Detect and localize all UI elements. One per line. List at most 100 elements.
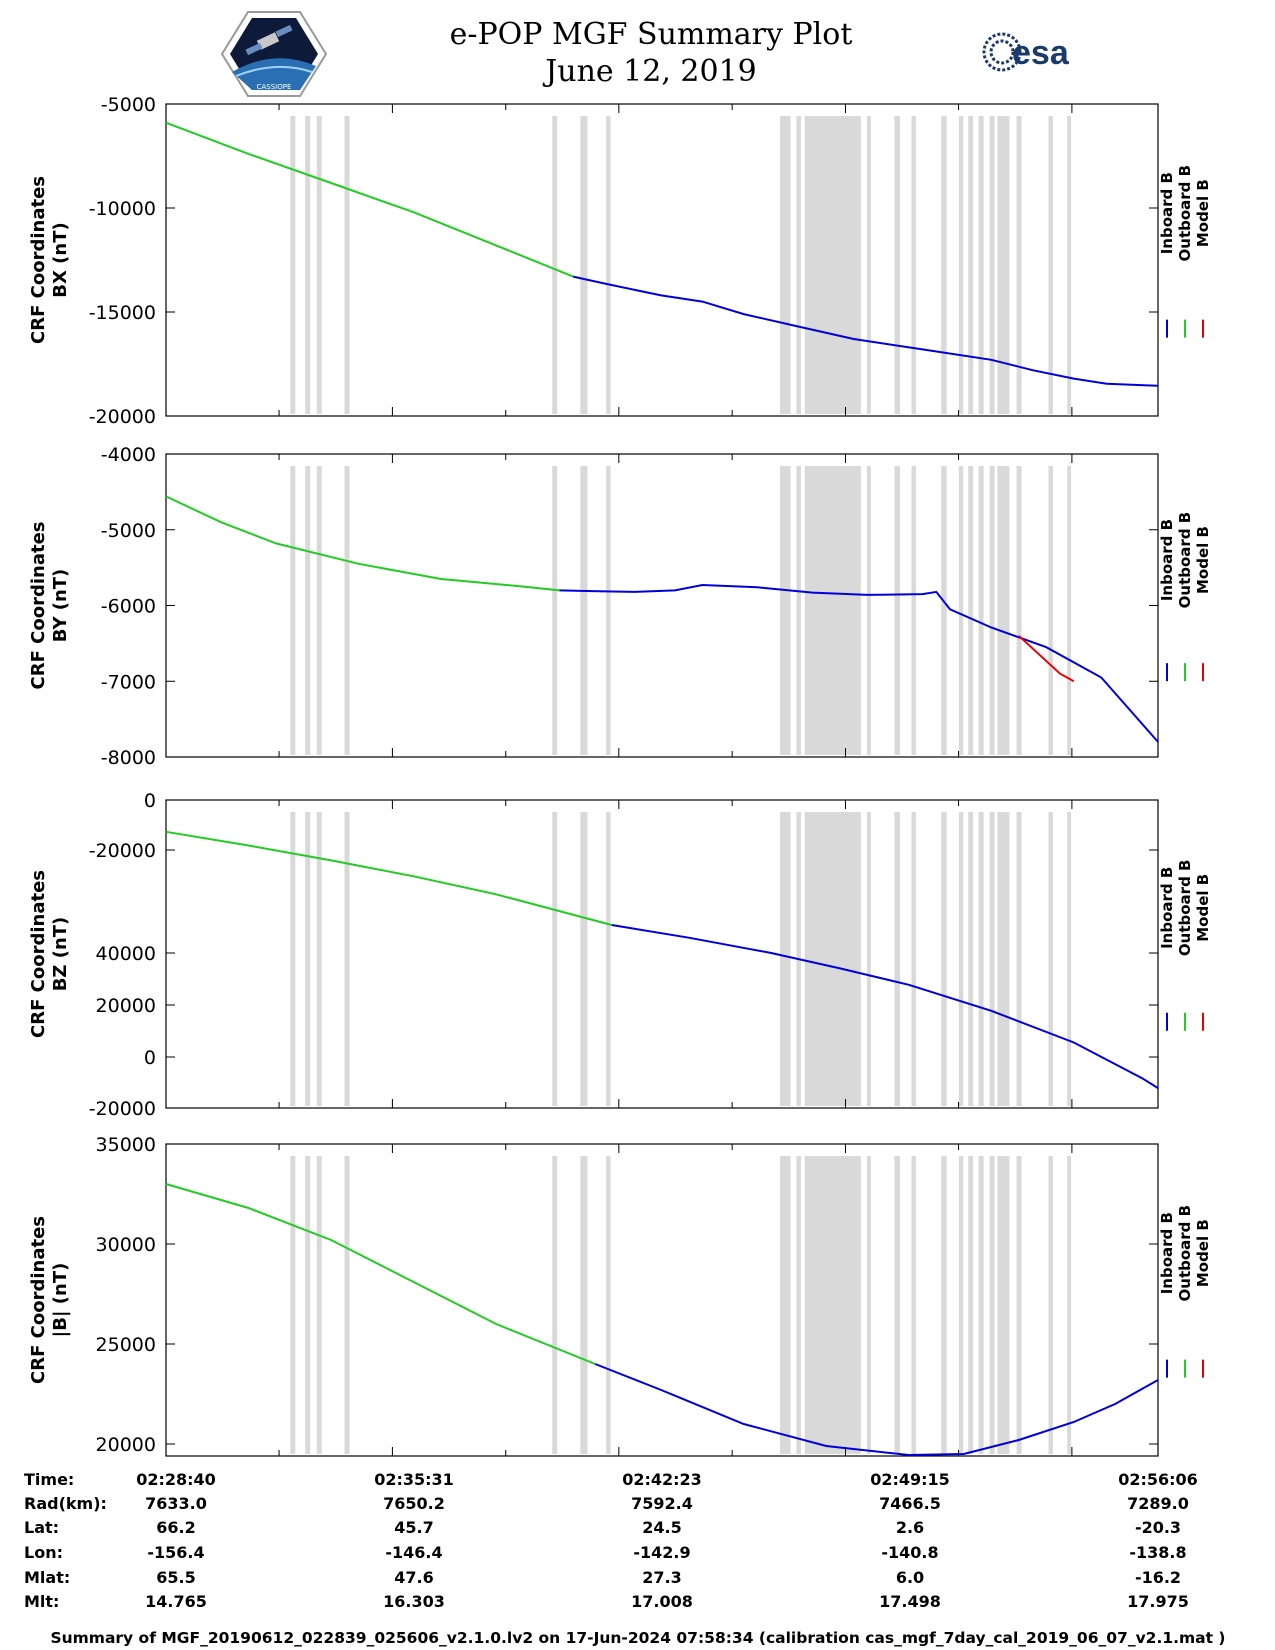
data-gap-band bbox=[290, 812, 296, 1106]
panel-1: -5000 -10000 -15000 -20000 CRF Coordinates BX… bbox=[28, 94, 1212, 428]
legend-label: Inboard B bbox=[1158, 172, 1176, 254]
table-cell: 45.7 bbox=[394, 1518, 433, 1537]
data-gap-band bbox=[997, 116, 1010, 414]
table-cell: -20.3 bbox=[1135, 1518, 1181, 1537]
y-axis-label: CRF Coordinates bbox=[28, 1216, 49, 1384]
table-cell: 02:42:23 bbox=[622, 1470, 702, 1489]
table-cell: 02:49:15 bbox=[870, 1470, 950, 1489]
y-axis-label: |B| (nT) bbox=[50, 1263, 71, 1338]
data-gap-band bbox=[344, 466, 350, 755]
data-gap-band bbox=[606, 116, 611, 414]
data-gap-band bbox=[804, 116, 861, 414]
data-gap-band bbox=[1016, 1156, 1022, 1454]
y-axis-label: BY (nT) bbox=[50, 569, 71, 643]
table-cell: -138.8 bbox=[1129, 1543, 1186, 1562]
legend-label: Outboard B bbox=[1176, 165, 1194, 262]
data-gap-band bbox=[894, 1156, 900, 1454]
esa-logo: esa bbox=[982, 32, 1070, 72]
y-tick-label: 0 bbox=[144, 1047, 156, 1069]
y-tick-label: 0 bbox=[144, 790, 156, 812]
table-cell: -140.8 bbox=[881, 1543, 938, 1562]
data-gap-band bbox=[1016, 466, 1022, 755]
data-gap-band bbox=[796, 1156, 801, 1454]
data-gap-band bbox=[997, 812, 1010, 1106]
y-axis-label: BZ (nT) bbox=[50, 917, 71, 992]
table-row-label: Mlat: bbox=[24, 1568, 70, 1587]
y-tick-label: 25000 bbox=[96, 1334, 156, 1356]
y-tick-label: 40000 bbox=[96, 943, 156, 965]
data-gap-band bbox=[968, 812, 974, 1106]
data-gap-band bbox=[344, 116, 350, 414]
data-gap-band bbox=[997, 1156, 1010, 1454]
data-gap-band bbox=[911, 812, 916, 1106]
panel-2: -4000 -5000 -6000 -7000 -8000 CRF Coordinates… bbox=[28, 444, 1212, 769]
data-gap-band bbox=[316, 116, 322, 414]
y-tick-label: 20000 bbox=[96, 1434, 156, 1456]
plot-frame bbox=[165, 103, 1159, 417]
table-cell: 17.498 bbox=[879, 1592, 941, 1611]
legend-label: Model B bbox=[1194, 874, 1212, 942]
data-gap-band bbox=[305, 812, 311, 1106]
y-axis-label: BX (nT) bbox=[50, 222, 71, 297]
y-tick-label: 20000 bbox=[96, 995, 156, 1017]
table-row-label: Mlt: bbox=[24, 1592, 59, 1611]
data-gap-band bbox=[989, 1156, 995, 1454]
data-gap-band bbox=[290, 116, 296, 414]
y-axis-label: CRF Coordinates bbox=[28, 176, 49, 344]
data-gap-band bbox=[552, 116, 558, 414]
data-gap-band bbox=[1048, 116, 1053, 414]
data-gap-band bbox=[941, 116, 947, 414]
data-gap-band bbox=[911, 116, 916, 414]
data-gap-band bbox=[958, 812, 964, 1106]
plot-frame bbox=[165, 799, 1159, 1109]
data-gap-band bbox=[305, 466, 311, 755]
data-gap-band bbox=[804, 812, 861, 1106]
table-cell: 14.765 bbox=[145, 1592, 207, 1611]
table-cell: 6.0 bbox=[896, 1568, 924, 1587]
table-cell: 7650.2 bbox=[383, 1494, 445, 1513]
data-gap-band bbox=[958, 1156, 964, 1454]
data-gap-band bbox=[780, 812, 791, 1106]
data-gap-band bbox=[1016, 116, 1022, 414]
footer-summary: Summary of MGF_20190612_022839_025606_v2… bbox=[50, 1629, 1225, 1647]
data-gap-band bbox=[866, 1156, 871, 1454]
data-gap-band bbox=[804, 466, 861, 755]
table-cell: 65.5 bbox=[156, 1568, 195, 1587]
y-tick-label: -15000 bbox=[89, 302, 156, 324]
data-gap-band bbox=[1067, 1156, 1072, 1454]
data-gap-band bbox=[941, 812, 947, 1106]
panel-3: 0 -20000 40000 20000 0 -20000 CRF Coordinates B… bbox=[28, 790, 1212, 1120]
data-gap-band bbox=[580, 466, 588, 755]
table-cell: 66.2 bbox=[156, 1518, 195, 1537]
cassiope-logo-text: CASSIOPE bbox=[257, 83, 292, 91]
data-gap-band bbox=[894, 812, 900, 1106]
data-gap-band bbox=[989, 812, 995, 1106]
table-cell: -142.9 bbox=[633, 1543, 690, 1562]
table-cell: 17.008 bbox=[631, 1592, 693, 1611]
table-cell: 27.3 bbox=[642, 1568, 681, 1587]
data-gap-band bbox=[552, 1156, 558, 1454]
table-row-label: Lon: bbox=[24, 1543, 63, 1562]
table-cell: 02:56:06 bbox=[1118, 1470, 1198, 1489]
legend-label: Inboard B bbox=[1158, 867, 1176, 949]
table-cell: 17.975 bbox=[1127, 1592, 1189, 1611]
table-cell: 24.5 bbox=[642, 1518, 681, 1537]
data-gap-band bbox=[1048, 812, 1053, 1106]
y-tick-label: -5000 bbox=[101, 94, 156, 116]
data-gap-band bbox=[305, 116, 311, 414]
y-tick-label: -20000 bbox=[89, 1098, 156, 1120]
y-tick-label: -20000 bbox=[89, 840, 156, 862]
cassiope-logo: CASSIOPE bbox=[220, 11, 328, 97]
y-tick-label: -20000 bbox=[89, 406, 156, 428]
panel-4: 35000 30000 25000 20000 CRF Coordinates |B| (… bbox=[28, 1134, 1212, 1457]
table-row-label: Lat: bbox=[24, 1518, 59, 1537]
table-cell: 7466.5 bbox=[879, 1494, 941, 1513]
table-cell: 16.303 bbox=[383, 1592, 445, 1611]
data-gap-band bbox=[552, 812, 558, 1106]
data-gap-band bbox=[1067, 116, 1072, 414]
series-inboard-b bbox=[611, 924, 1159, 1089]
orbit-info-table: Time: Rad(km): Lat: Lon: Mlat: Mlt: 02:28:40 76… bbox=[24, 1470, 1198, 1611]
data-gap-band bbox=[580, 116, 588, 414]
data-gap-band bbox=[780, 466, 791, 755]
table-cell: -156.4 bbox=[147, 1543, 204, 1562]
